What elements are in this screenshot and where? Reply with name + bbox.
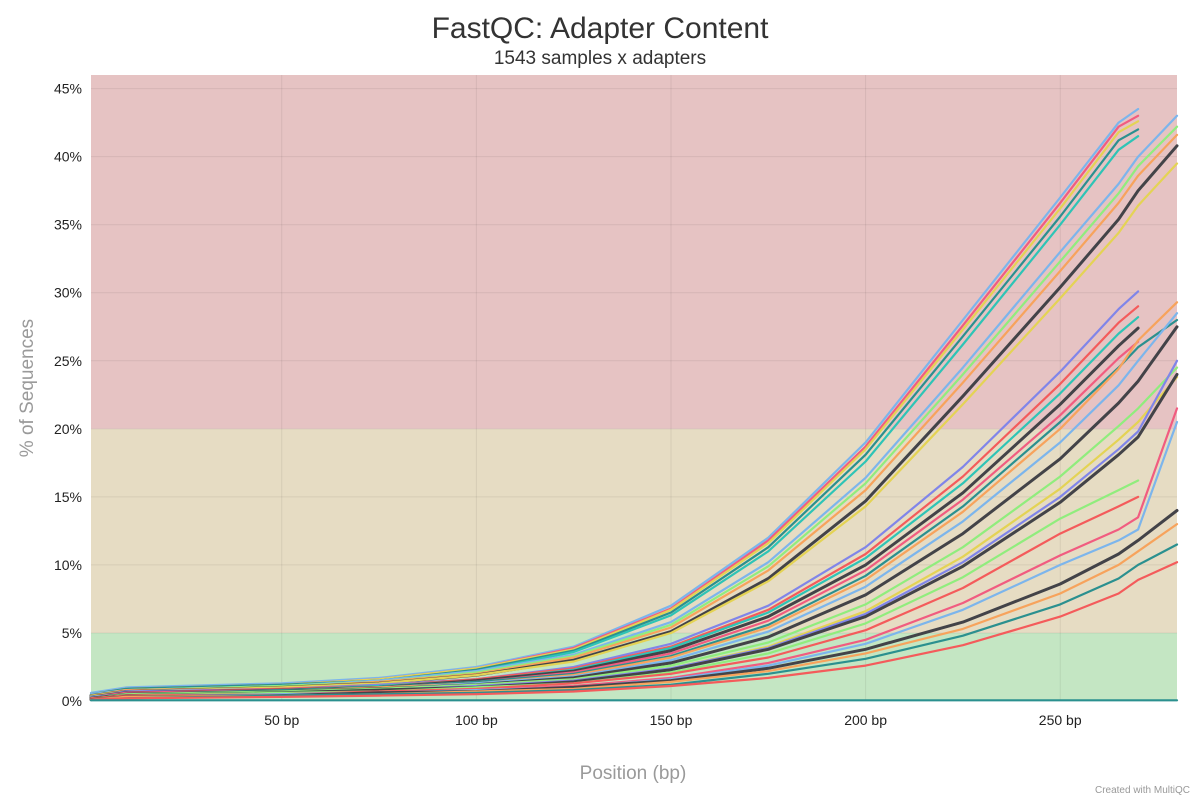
y-tick-label: 25% xyxy=(54,353,82,369)
x-tick-label: 150 bp xyxy=(650,712,693,728)
series-line-23 xyxy=(89,479,1140,700)
series-line-30 xyxy=(89,561,1179,701)
threshold-bands xyxy=(91,75,1177,701)
y-tick-label: 5% xyxy=(62,625,82,641)
series-line-29 xyxy=(89,543,1179,701)
series-line-3 xyxy=(89,128,1140,696)
threshold-band-2 xyxy=(91,75,1177,429)
x-tick-label: 200 bp xyxy=(844,712,887,728)
y-tick-label: 35% xyxy=(54,217,82,233)
y-axis-label: % of Sequences xyxy=(17,319,38,457)
gridlines xyxy=(91,75,1177,701)
y-tick-label: 45% xyxy=(54,81,82,97)
x-axis-label: Position (bp) xyxy=(580,763,687,784)
y-tick-label: 0% xyxy=(62,693,82,709)
data-series xyxy=(89,107,1179,702)
chart-title: FastQC: Adapter Content xyxy=(432,12,770,45)
series-line-0 xyxy=(89,107,1140,694)
y-tick-label: 40% xyxy=(54,149,82,165)
y-tick-label: 30% xyxy=(54,285,82,301)
multiqc-credit: Created with MultiQC xyxy=(1095,785,1190,796)
x-axis-ticks: 50 bp 100 bp 150 bp 200 bp 250 bp xyxy=(264,712,1082,728)
chart-subtitle: 1543 samples x adapters xyxy=(494,48,706,69)
y-tick-label: 20% xyxy=(54,421,82,437)
series-line-9 xyxy=(89,162,1179,697)
y-tick-label: 10% xyxy=(54,557,82,573)
x-tick-label: 50 bp xyxy=(264,712,299,728)
y-tick-label: 15% xyxy=(54,489,82,505)
y-axis-ticks: 0% 5% 10% 15% 20% 25% 30% 35% 40% 45% xyxy=(54,81,82,709)
x-tick-label: 250 bp xyxy=(1039,712,1082,728)
x-tick-label: 100 bp xyxy=(455,712,498,728)
